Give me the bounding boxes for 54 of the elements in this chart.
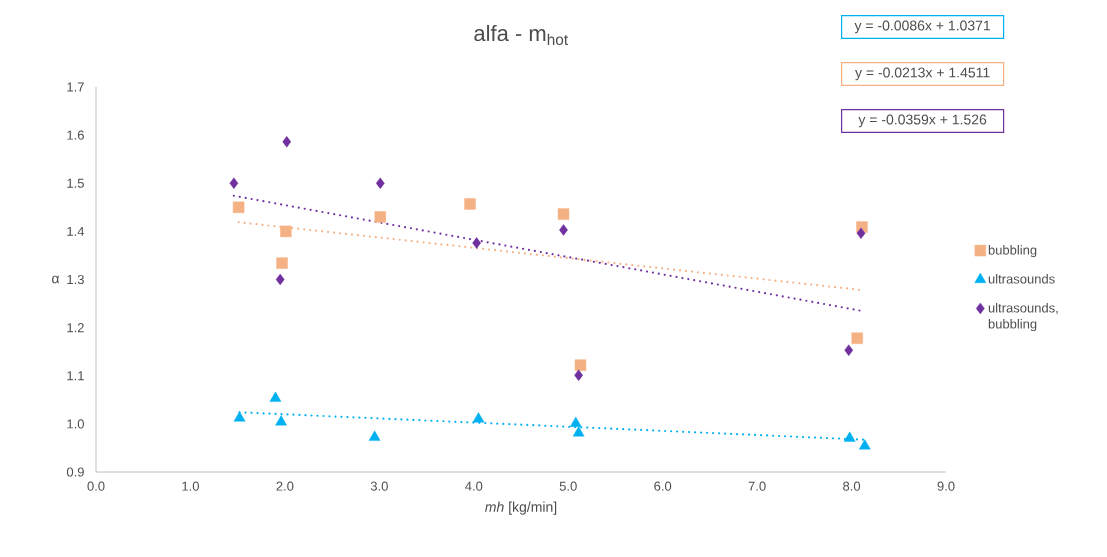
point [232, 201, 245, 214]
point [572, 426, 585, 437]
y-tick-label: 1.4 [67, 226, 85, 236]
point [569, 416, 582, 427]
point [282, 136, 292, 148]
point [375, 177, 385, 189]
y-tick-label: 1.7 [67, 82, 84, 92]
point [472, 412, 485, 423]
annotation: y = -0.0359x + 1.526 [858, 114, 987, 128]
point [374, 211, 386, 223]
x-tick-label: 2.0 [276, 481, 294, 491]
point [472, 237, 481, 249]
point [858, 439, 871, 450]
point [280, 225, 292, 238]
chart-title: alfa - m$_{hot}$ [474, 24, 569, 46]
point [843, 431, 856, 442]
point [574, 359, 587, 371]
point [851, 332, 863, 344]
text: y = -0.0086x + 1.0371 [854, 20, 991, 34]
point [464, 198, 476, 210]
y-axis-title: α [52, 275, 60, 284]
legend-label: bubbling [988, 245, 1037, 258]
x-tick-label: 3.0 [370, 481, 388, 491]
point [275, 273, 285, 286]
x-tick-label: 8.0 [843, 481, 861, 491]
point [856, 227, 866, 239]
legend-label: ultrasounds [988, 274, 1055, 284]
y-tick-label: 0.9 [66, 467, 84, 477]
y-tick-label: 1.5 [67, 178, 84, 188]
point [844, 344, 854, 356]
point [233, 411, 246, 422]
point [229, 177, 239, 189]
y-tick-label: 1.1 [67, 371, 84, 381]
x-tick-label: 6.0 [654, 481, 672, 491]
x-tick-label: 4.0 [465, 481, 483, 491]
text: y = -0.0213x + 1.4511 [855, 67, 990, 81]
x-tick-label: 9.0 [937, 481, 955, 491]
y-tick-label: 1.3 [67, 274, 84, 285]
x-tick-label: 1.0 [182, 481, 199, 491]
x-axis-title: mh [kg/min] [485, 501, 557, 515]
y-tick-label: 1.2 [67, 323, 84, 333]
point [368, 430, 381, 441]
point [275, 415, 287, 426]
y-tick-label: 1.6 [67, 130, 84, 140]
point [276, 257, 288, 269]
point [574, 369, 583, 381]
y-tick-label: 1.0 [67, 419, 84, 429]
x-tick-label: 0.0 [87, 481, 105, 491]
x-tick-label: 7.0 [748, 481, 766, 491]
point [269, 391, 282, 402]
legend-label: ultrasounds, bubbling [988, 302, 1058, 332]
point [557, 208, 570, 220]
point [559, 224, 568, 236]
x-tick-label: 5.0 [559, 481, 577, 491]
